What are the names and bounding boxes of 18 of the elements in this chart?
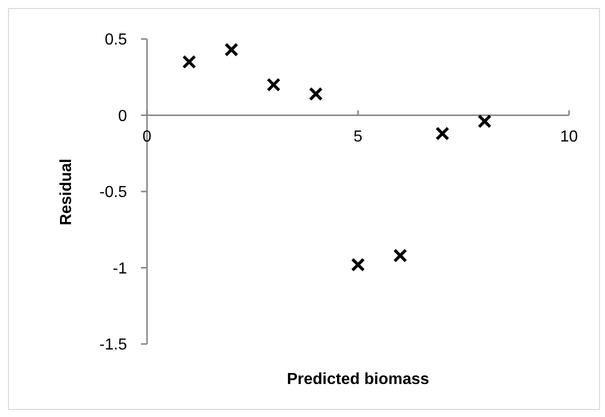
point: [224, 42, 238, 57]
x-tick-label: 10: [560, 128, 578, 146]
point: [351, 258, 365, 272]
y-tick-label: -0.5: [99, 184, 128, 202]
y-tick-label: 0.5: [104, 32, 128, 49]
point: [182, 54, 196, 69]
x-axis-title: Predicted biomass: [286, 371, 430, 389]
y-tick-label: -1: [112, 260, 128, 278]
y-tick-label: -1.5: [99, 336, 128, 354]
point: [393, 248, 408, 263]
x-tick-label: 0: [142, 128, 152, 146]
x-tick-label: 5: [354, 128, 363, 146]
y-tick-label: 0: [118, 108, 128, 125]
point: [308, 86, 323, 101]
point: [435, 126, 450, 141]
point: [266, 78, 281, 92]
y-axis-title: Residual: [58, 158, 76, 225]
point: [478, 114, 492, 128]
